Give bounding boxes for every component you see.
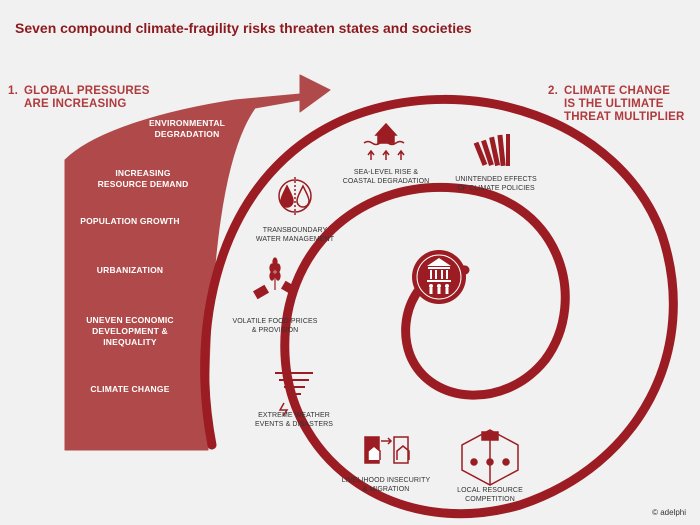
risk-local-resource-competition: LOCAL RESOURCE COMPETITION bbox=[457, 487, 523, 503]
section-line: GLOBAL PRESSURES bbox=[24, 85, 150, 97]
risk-unintended-effects: UNINTENDED EFFECTS OF CLIMATE POLICIES bbox=[455, 176, 537, 192]
houses-migration-icon bbox=[364, 436, 410, 464]
pressure-climate-change: CLIMATE CHANGE bbox=[90, 384, 170, 394]
section-line: IS THE ULTIMATE bbox=[564, 98, 664, 110]
section-number: 2. bbox=[548, 85, 558, 97]
water-drops-icon bbox=[278, 177, 312, 215]
risk-extreme-weather: EXTREME WEATHER EVENTS & DISASTERS bbox=[254, 412, 334, 428]
sea-level-rise-icon bbox=[363, 122, 405, 160]
resource-competition-icon bbox=[461, 429, 519, 486]
tornado-icon bbox=[275, 372, 313, 417]
page-title: Seven compound climate-fragility risks t… bbox=[15, 20, 472, 36]
section-line: ARE INCREASING bbox=[24, 98, 127, 110]
credit-label: © adelphi bbox=[652, 508, 686, 517]
threat-multiplier-spiral bbox=[200, 94, 678, 519]
risk-livelihood-insecurity: LIVELIHOOD INSECURITY & MIGRATION bbox=[341, 477, 431, 493]
state-society-icon bbox=[412, 250, 466, 304]
pressure-environmental-degradation: ENVIRONMENTAL DEGRADATION bbox=[148, 118, 226, 139]
pressure-increasing-resource-demand: INCREASING RESOURCE DEMAND bbox=[97, 168, 189, 189]
section-line: THREAT MULTIPLIER bbox=[564, 111, 685, 123]
books-icon bbox=[473, 134, 510, 167]
risk-volatile-food-prices: VOLATILE FOOD PRICES & PROVISION bbox=[232, 318, 318, 334]
section-number: 1. bbox=[8, 85, 18, 97]
section-global-pressures: 1. GLOBAL PRESSURES ARE INCREASING bbox=[8, 85, 150, 111]
wheat-price-tags-icon bbox=[252, 257, 298, 300]
risk-sea-level-rise: SEA-LEVEL RISE & COASTAL DEGRADATION bbox=[342, 169, 430, 185]
pressure-uneven-economic-development: UNEVEN ECONOMIC DEVELOPMENT & INEQUALITY bbox=[86, 315, 174, 347]
risk-transboundary-water: TRANSBOUNDARY WATER MANAGEMENT bbox=[255, 227, 335, 243]
section-line: CLIMATE CHANGE bbox=[564, 85, 671, 97]
pressure-population-growth: POPULATION GROWTH bbox=[80, 216, 180, 226]
section-threat-multiplier: 2. CLIMATE CHANGE IS THE ULTIMATE THREAT … bbox=[548, 85, 685, 124]
pressure-urbanization: URBANIZATION bbox=[96, 265, 164, 275]
